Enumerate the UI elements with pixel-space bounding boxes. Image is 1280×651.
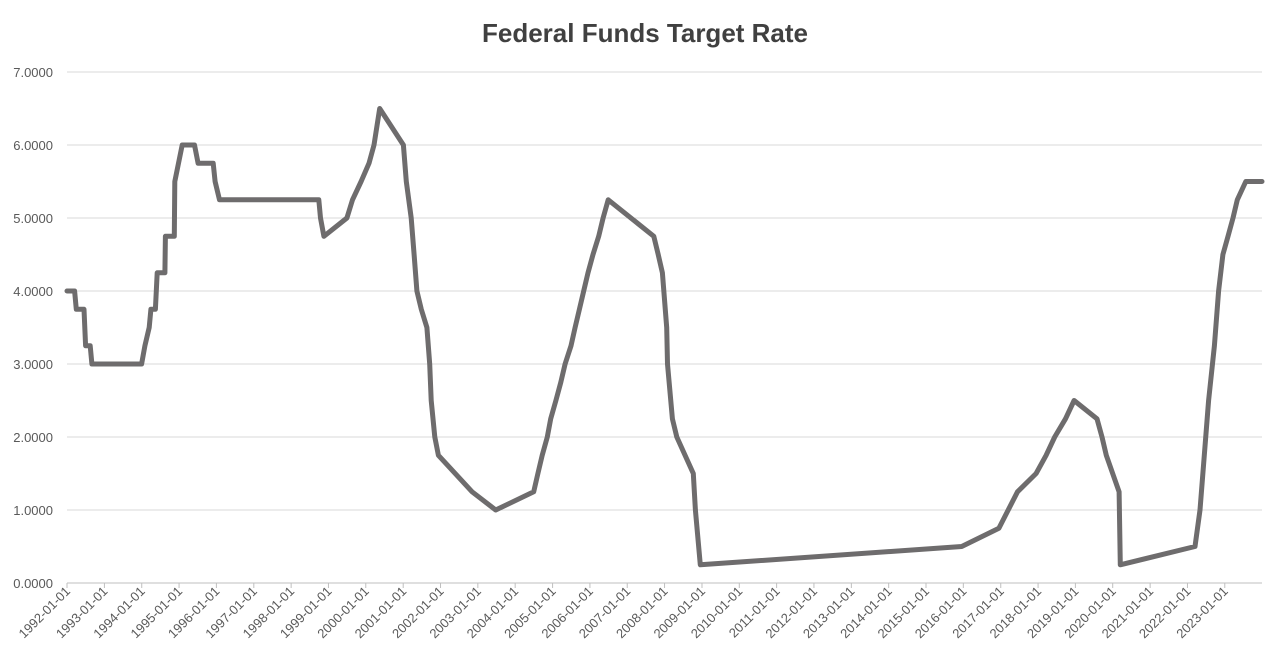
y-tick-label: 2.0000 [13,430,53,445]
y-tick-label: 3.0000 [13,357,53,372]
x-axis [66,582,1262,588]
y-tick-label: 4.0000 [13,284,53,299]
y-axis-ticks: 0.0000 1.0000 2.0000 3.0000 4.0000 5.0000 6.00… [13,65,53,591]
y-tick-label: 1.0000 [13,503,53,518]
gridlines [67,71,1262,511]
y-tick-label: 0.0000 [13,576,53,591]
series-layer [64,106,1265,568]
y-tick-label: 6.0000 [13,138,53,153]
y-tick-label: 7.0000 [13,65,53,80]
x-axis-ticks: 1992-01-011993-01-011994-01-011995-01-01… [15,584,1230,642]
series-line [64,106,1265,568]
chart-title: Federal Funds Target Rate [482,18,808,48]
y-tick-label: 5.0000 [13,211,53,226]
